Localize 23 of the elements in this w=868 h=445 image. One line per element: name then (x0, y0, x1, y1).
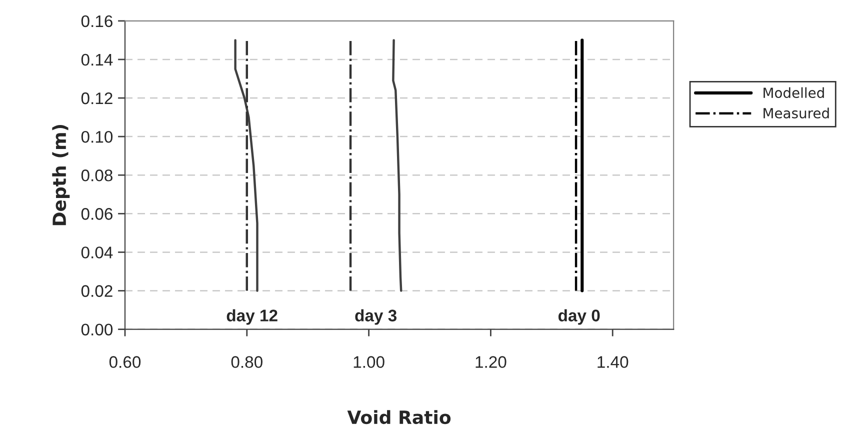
x-tick-label: 1.00 (354, 356, 384, 368)
x-tick-label: 1.20 (476, 356, 506, 368)
x-tick-label: 0.80 (231, 356, 262, 368)
y-tick-label: 0.06 (81, 208, 112, 220)
y-tick-label: 0.10 (81, 130, 113, 143)
x-axis-title: Void Ratio (347, 410, 451, 424)
x-tick-label: 1.40 (598, 356, 628, 368)
annotation: day 12 (226, 309, 278, 325)
annotation: day 3 (355, 309, 397, 325)
y-tick-label: 0.02 (81, 285, 112, 297)
y-tick-label: 0.00 (81, 324, 113, 336)
y-tick-label: 0.04 (81, 246, 113, 258)
y-tick-label: 0.12 (81, 92, 112, 104)
x-tick-label: 0.60 (109, 356, 141, 368)
y-axis-title: Depth (m) (52, 125, 70, 226)
y-tick-label: 0.16 (81, 15, 112, 28)
y-tick-label: 0.08 (81, 170, 112, 182)
y-tick-label: 0.14 (81, 54, 113, 66)
line-series (392, 39, 402, 292)
legend-label: Modelled (764, 87, 824, 98)
annotation: day 0 (558, 309, 600, 325)
legend-label: Measured (764, 108, 829, 118)
line-series (234, 39, 258, 292)
